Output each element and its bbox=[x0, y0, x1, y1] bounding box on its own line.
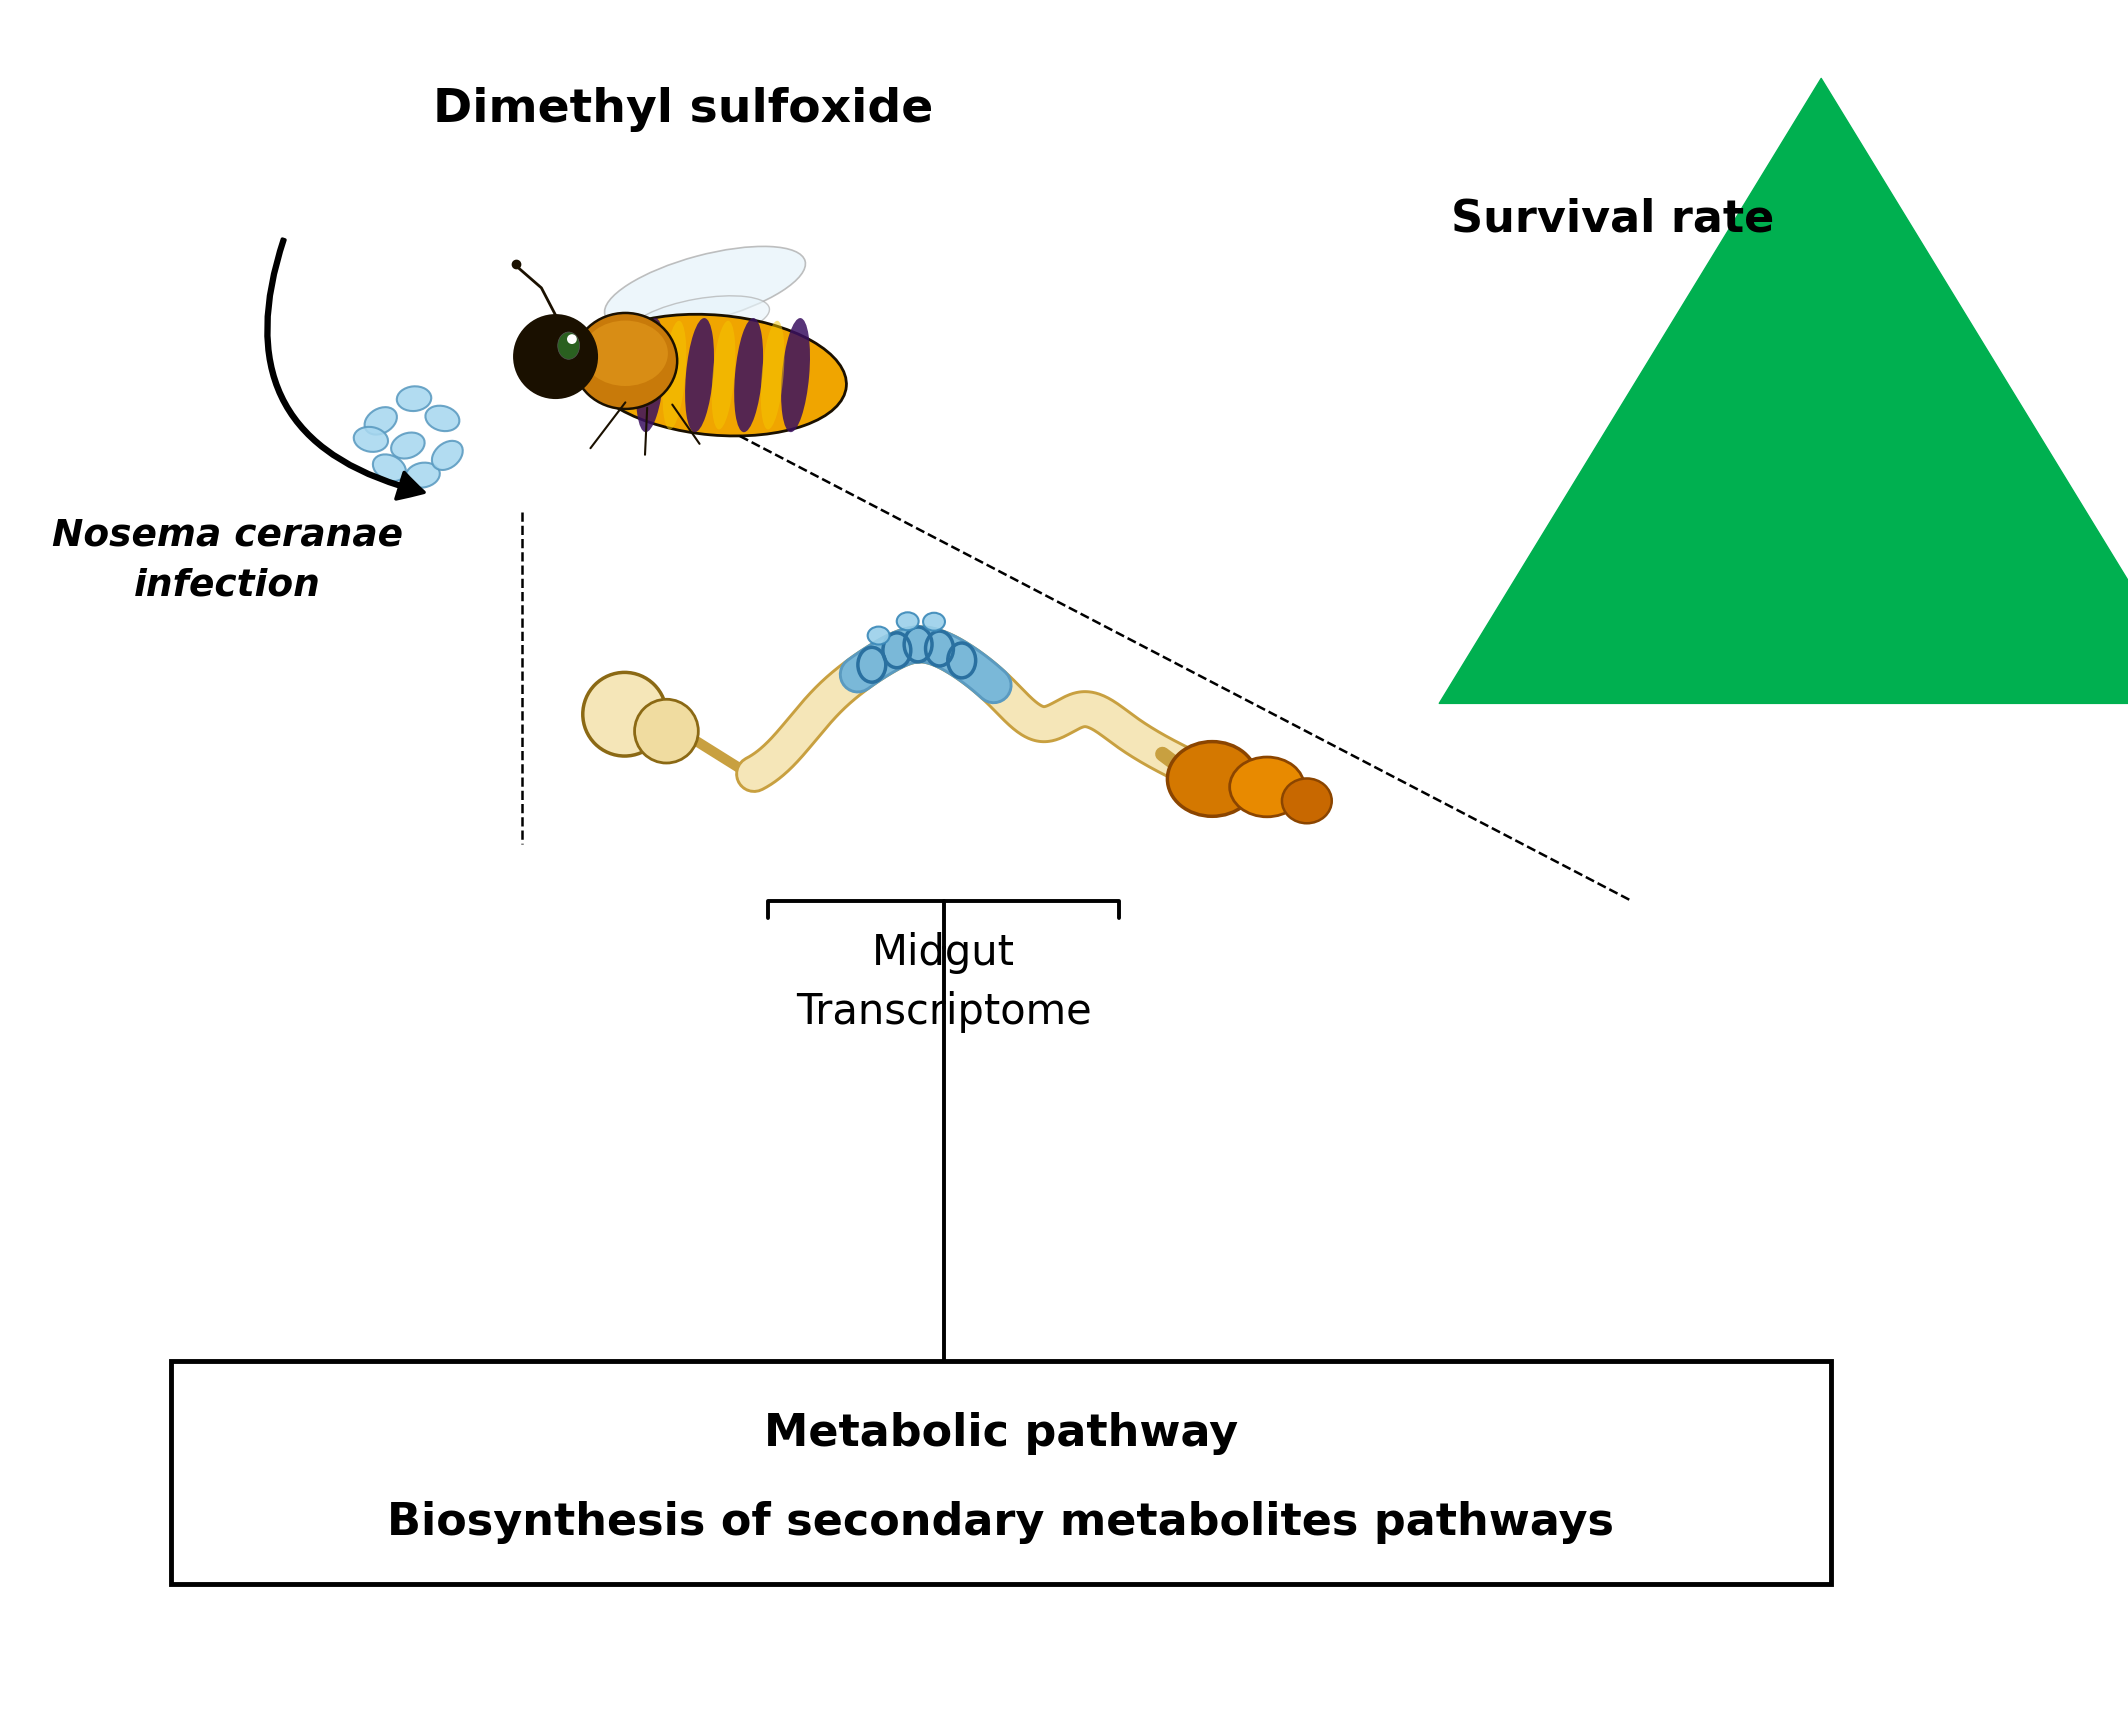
Circle shape bbox=[515, 315, 598, 398]
Text: Survival rate: Survival rate bbox=[1451, 196, 1775, 239]
Ellipse shape bbox=[636, 319, 664, 432]
Ellipse shape bbox=[734, 319, 764, 432]
Text: Metabolic pathway: Metabolic pathway bbox=[764, 1411, 1238, 1454]
Ellipse shape bbox=[1281, 779, 1332, 824]
Ellipse shape bbox=[583, 322, 668, 386]
Text: Nosema ceranae
infection: Nosema ceranae infection bbox=[53, 517, 402, 603]
FancyArrowPatch shape bbox=[266, 239, 423, 500]
Ellipse shape bbox=[392, 432, 426, 460]
Circle shape bbox=[583, 674, 666, 756]
Ellipse shape bbox=[432, 441, 462, 470]
Ellipse shape bbox=[1168, 743, 1258, 817]
Text: Midgut
Transcriptome: Midgut Transcriptome bbox=[796, 932, 1092, 1032]
FancyBboxPatch shape bbox=[170, 1361, 1830, 1583]
Ellipse shape bbox=[372, 455, 406, 482]
Ellipse shape bbox=[426, 407, 460, 432]
Ellipse shape bbox=[585, 315, 847, 436]
Ellipse shape bbox=[353, 427, 387, 453]
Ellipse shape bbox=[396, 388, 432, 412]
Ellipse shape bbox=[406, 463, 440, 488]
Text: Biosynthesis of secondary metabolites pathways: Biosynthesis of secondary metabolites pa… bbox=[387, 1501, 1615, 1544]
Ellipse shape bbox=[896, 613, 919, 631]
Ellipse shape bbox=[711, 322, 736, 431]
Ellipse shape bbox=[762, 322, 785, 431]
Ellipse shape bbox=[781, 319, 811, 432]
Ellipse shape bbox=[558, 333, 579, 360]
Ellipse shape bbox=[685, 319, 715, 432]
Ellipse shape bbox=[868, 627, 890, 644]
Ellipse shape bbox=[364, 408, 398, 436]
Ellipse shape bbox=[630, 296, 770, 346]
Circle shape bbox=[566, 334, 577, 345]
Circle shape bbox=[634, 700, 698, 763]
Ellipse shape bbox=[604, 246, 807, 331]
Ellipse shape bbox=[575, 314, 677, 410]
Ellipse shape bbox=[1230, 758, 1304, 817]
Text: Dimethyl sulfoxide: Dimethyl sulfoxide bbox=[432, 88, 932, 133]
Ellipse shape bbox=[924, 613, 945, 631]
Ellipse shape bbox=[662, 322, 687, 431]
